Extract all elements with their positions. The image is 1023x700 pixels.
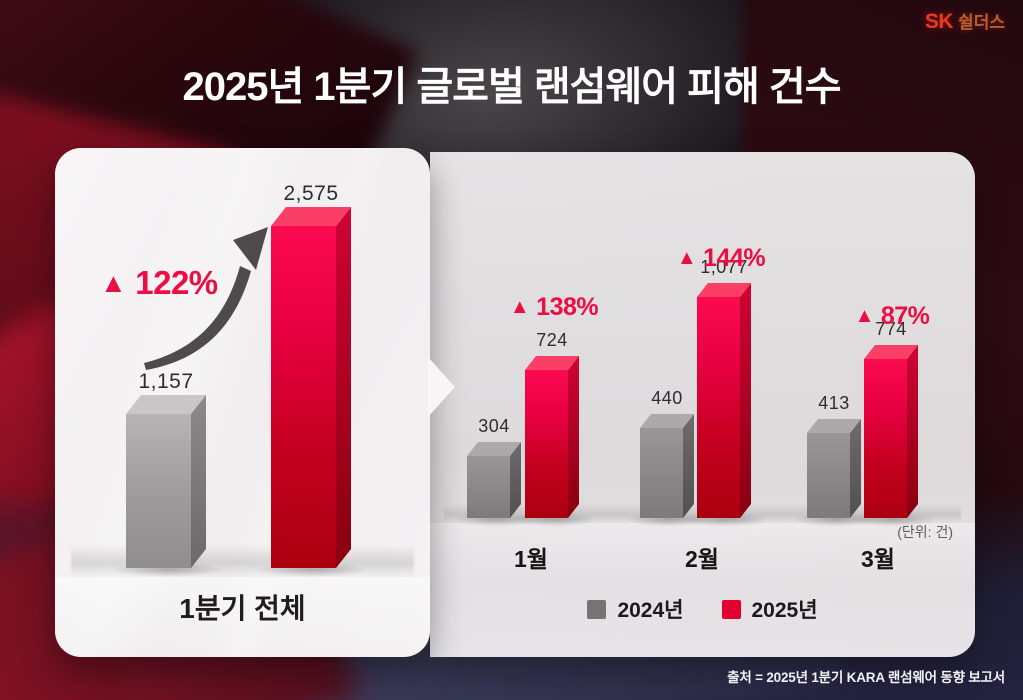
growth-arrow-icon	[144, 227, 268, 370]
legend-item-2024: 2024년	[587, 594, 684, 624]
bar-side-face	[510, 442, 521, 518]
bar-top-face	[525, 356, 579, 370]
bar-side-face	[850, 419, 861, 518]
bar-front-face	[467, 456, 510, 518]
unit-note: (단위: 건)	[897, 524, 953, 540]
quarter-caption: 1분기 전체	[179, 593, 306, 624]
increase-triangle-icon: ▲	[854, 305, 875, 327]
month-label-march: 3월	[861, 546, 895, 572]
legend-label-2024: 2024년	[617, 599, 684, 622]
month-label-january: 1월	[514, 546, 548, 572]
feb-increase-value: 144%	[703, 244, 766, 272]
mar-increase-value: 87%	[880, 302, 930, 330]
mar-increase-badge: ▲ 87%	[817, 302, 967, 331]
quarter-increase-value: 122%	[135, 264, 218, 301]
bar-value-label: 304	[478, 416, 510, 436]
bar-front-face	[640, 428, 683, 518]
increase-triangle-icon: ▲	[676, 247, 697, 269]
increase-triangle-icon: ▲	[509, 296, 530, 318]
increase-triangle-icon: ▲	[100, 268, 127, 298]
feb-increase-badge: ▲ 144%	[646, 244, 796, 273]
shieldus-logo-text: 쉴더스	[958, 13, 1005, 32]
quarter-total-panel: ▲ 122% 1,157 2,575 1분기 전체	[55, 148, 430, 657]
bar-front-face	[697, 297, 740, 518]
bar-front-face	[864, 359, 907, 518]
bar-value-label: 724	[536, 330, 568, 350]
bar-side-face	[740, 283, 751, 518]
chart-legend: 2024년 2025년	[430, 594, 975, 624]
sk-logo-text: SK	[924, 10, 954, 33]
quarter-increase-badge: ▲ 122%	[100, 264, 218, 302]
page-title: 2025년 1분기 글로벌 랜섬웨어 피해 건수	[182, 65, 842, 109]
jan-increase-value: 138%	[536, 293, 599, 321]
bar-side-face	[568, 356, 579, 518]
legend-label-2025: 2025년	[751, 599, 818, 622]
jan-increase-badge: ▲ 138%	[479, 293, 629, 322]
legend-item-2025: 2025년	[721, 594, 818, 624]
bar-value-label: 440	[651, 388, 683, 408]
bar-top-face	[640, 414, 694, 428]
bar-side-face	[683, 414, 694, 518]
sk-shieldus-logo: SK 쉴더스	[925, 8, 1005, 34]
source-note: 출처 = 2025년 1분기 KARA 랜섬웨어 동향 보고서	[727, 670, 1005, 685]
legend-swatch-2024	[587, 599, 607, 619]
bar-front-face	[807, 433, 850, 518]
bar-top-face	[467, 442, 521, 456]
bar-side-face	[907, 345, 918, 518]
bar-front-face	[525, 370, 568, 518]
panel-connector-arrow-icon	[428, 357, 455, 417]
monthly-chart-panel: ▲ 138% ▲ 144% ▲ 87% 304 724	[430, 152, 975, 657]
legend-swatch-2025	[721, 599, 741, 619]
month-label-february: 2월	[685, 546, 719, 572]
